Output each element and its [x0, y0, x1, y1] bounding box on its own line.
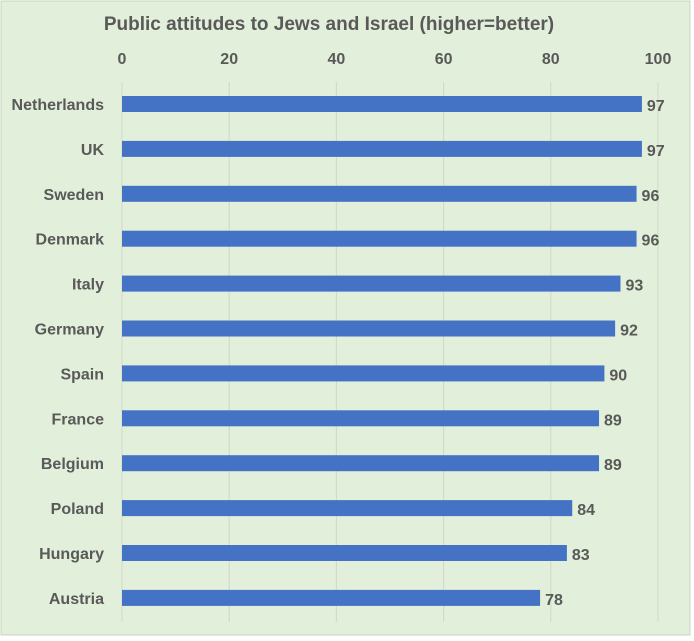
bar — [122, 96, 642, 112]
data-label: 78 — [545, 592, 563, 609]
bar — [122, 140, 642, 157]
bar — [122, 589, 541, 606]
x-tick-label: 60 — [435, 51, 453, 68]
data-label: 83 — [572, 547, 590, 564]
data-label: 89 — [604, 457, 622, 474]
x-tick-label: 0 — [118, 51, 127, 68]
bar — [122, 365, 605, 382]
bar — [122, 545, 567, 561]
category-label: Austria — [49, 591, 104, 608]
bar — [122, 185, 637, 202]
data-label: 90 — [609, 367, 627, 384]
bar — [122, 410, 600, 427]
data-label: 89 — [604, 412, 622, 429]
category-label: UK — [81, 142, 105, 159]
category-label: Sweden — [44, 187, 104, 204]
x-tick-label: 80 — [542, 51, 560, 68]
x-tick-label: 20 — [220, 51, 238, 68]
data-label: 92 — [620, 323, 638, 340]
data-label: 84 — [577, 502, 595, 519]
bar — [122, 500, 573, 517]
bar — [122, 230, 637, 247]
category-label: Poland — [51, 501, 104, 518]
bar — [122, 275, 621, 292]
category-label: Netherlands — [12, 97, 105, 114]
x-tick-label: 100 — [645, 51, 672, 68]
category-label: Spain — [60, 366, 104, 383]
category-label: Italy — [72, 277, 104, 294]
bar — [122, 455, 600, 472]
data-label: 96 — [642, 188, 660, 205]
category-label: Denmark — [36, 232, 105, 249]
data-label: 93 — [625, 278, 643, 295]
data-label: 97 — [647, 143, 665, 160]
data-label: 97 — [647, 98, 665, 115]
category-label: France — [52, 411, 105, 428]
data-label: 96 — [642, 233, 660, 250]
chart-title: Public attitudes to Jews and Israel (hig… — [104, 14, 554, 35]
category-label: Belgium — [41, 456, 104, 473]
category-label: Hungary — [39, 546, 104, 563]
category-label: Germany — [35, 322, 104, 339]
bar — [122, 320, 616, 337]
x-tick-label: 40 — [328, 51, 346, 68]
